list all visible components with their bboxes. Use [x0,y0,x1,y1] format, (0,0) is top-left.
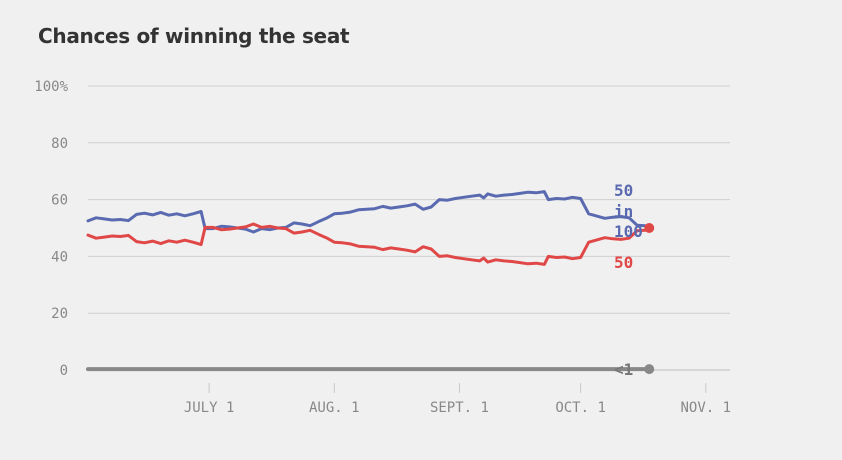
y-tick-label: 0 [60,363,68,379]
chart-title: Chances of winning the seat [38,24,350,48]
x-tick-label: SEPT. 1 [430,400,489,416]
y-tick-label: 40 [51,249,68,265]
y-tick-label: 100% [34,79,68,95]
y-tick-label: 20 [51,306,68,322]
x-tick-label: OCT. 1 [555,400,606,416]
x-tick-label: AUG. 1 [309,400,360,416]
end-label: 100 [614,222,643,241]
x-tick-label: JULY 1 [184,400,235,416]
series-line [86,190,651,234]
end-label: 50 [614,253,633,272]
end-label: <1 [614,360,633,379]
y-tick-label: 60 [51,193,68,209]
end-label: 50 [614,181,633,200]
x-tick-label: NOV. 1 [680,400,731,416]
series-line [86,222,651,266]
end-label: in [614,202,633,221]
series-end-dot [644,223,655,233]
series-end-dot [644,364,655,375]
y-tick-label: 80 [51,136,68,152]
